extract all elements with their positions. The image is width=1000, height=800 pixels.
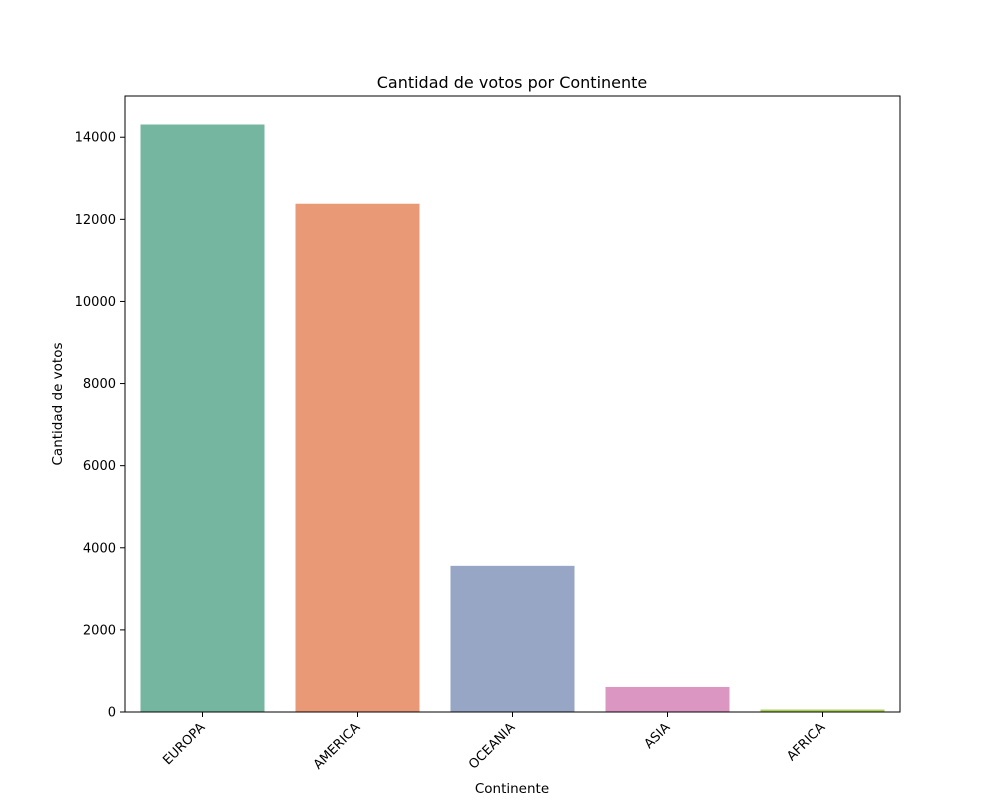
x-tick-label: AFRICA <box>784 720 828 764</box>
bar-oceania <box>450 565 575 712</box>
y-tick-label: 2000 <box>83 623 116 638</box>
bar-africa <box>760 709 885 712</box>
x-tick-label: ASIA <box>642 720 674 752</box>
bar-america <box>295 203 420 712</box>
x-tick-label: EUROPA <box>160 720 208 768</box>
y-tick-label: 6000 <box>83 459 116 474</box>
x-tick-label: OCEANIA <box>466 720 518 772</box>
x-axis-title: Continente <box>475 781 549 797</box>
x-tick-label: AMERICA <box>311 720 364 773</box>
bar-europa <box>140 124 265 712</box>
chart-title: Cantidad de votos por Continente <box>377 73 648 92</box>
y-axis-title: Cantidad de votos <box>50 342 66 465</box>
y-tick-label: 0 <box>108 706 116 721</box>
y-tick-label: 14000 <box>75 131 116 146</box>
y-tick-label: 10000 <box>75 295 116 310</box>
y-tick-label: 12000 <box>75 213 116 228</box>
bar-asia <box>605 686 730 712</box>
y-tick-label: 4000 <box>83 541 116 556</box>
y-tick-label: 8000 <box>83 377 116 392</box>
